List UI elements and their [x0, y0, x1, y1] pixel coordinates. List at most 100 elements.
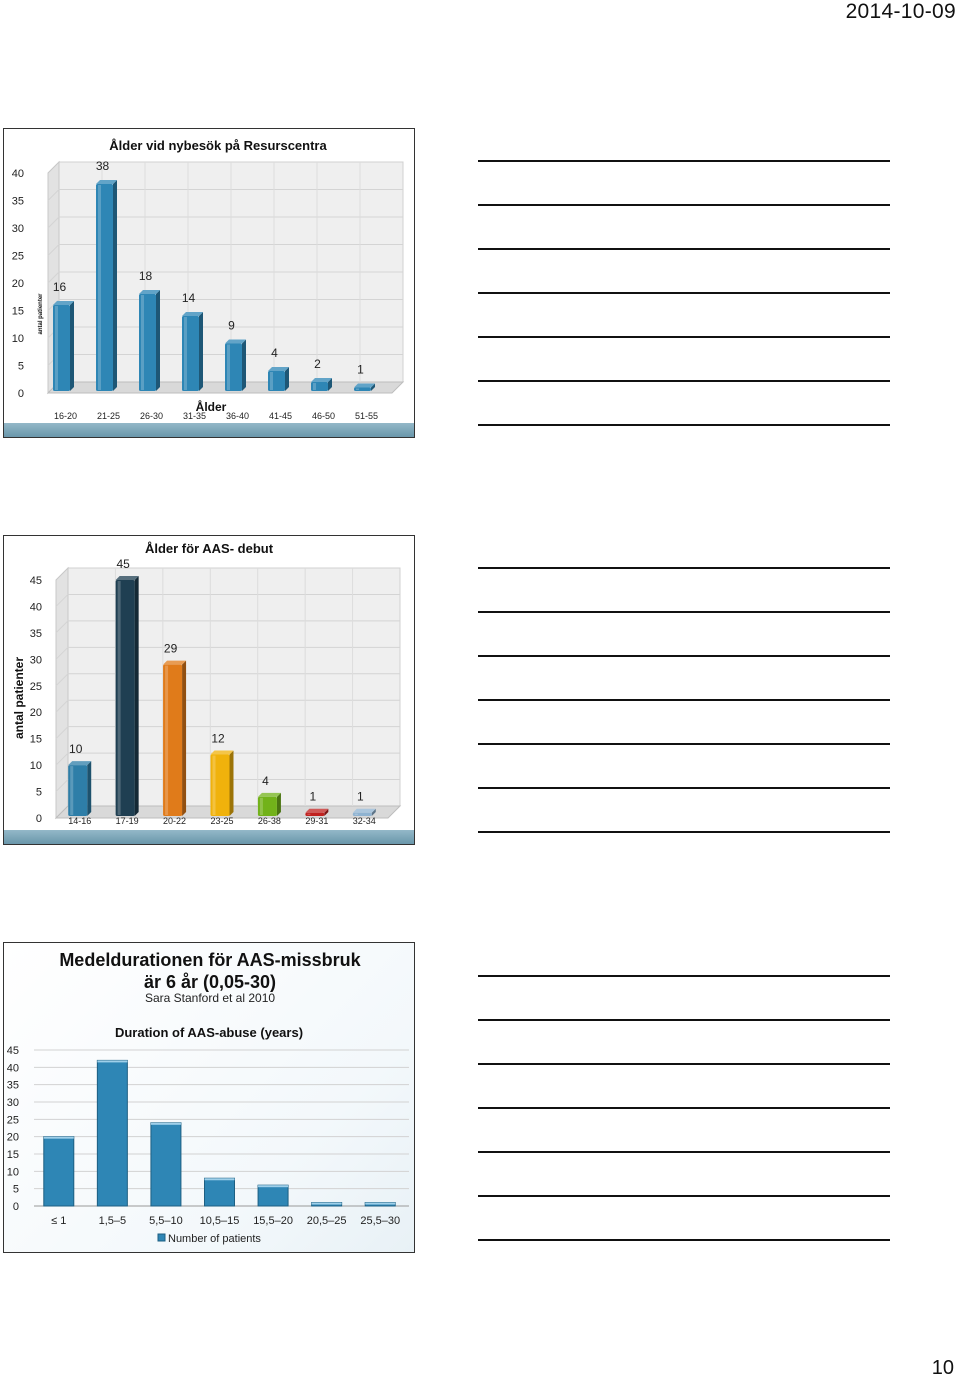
x-tick-label: 10,5–15: [200, 1215, 240, 1227]
bar-highlight: [227, 344, 230, 390]
note-line: [478, 424, 890, 426]
bar-top: [311, 378, 332, 382]
bar-side: [156, 290, 160, 391]
note-line: [478, 567, 890, 569]
bar: [115, 576, 139, 816]
note-line: [478, 831, 890, 833]
bar-top: [182, 312, 203, 316]
bar: [96, 1059, 128, 1207]
y-tick-label: 30: [12, 223, 24, 235]
bar-top: [352, 808, 376, 813]
bar-side: [229, 750, 234, 816]
x-tick-label: 36-40: [226, 411, 249, 421]
page-number: 10: [931, 1357, 954, 1379]
y-tick-label: 45: [30, 575, 42, 587]
note-line: [478, 699, 890, 701]
data-label: 1: [357, 790, 364, 804]
bar: [257, 1184, 289, 1207]
legend-label: Number of patients: [168, 1233, 261, 1245]
y-tick-label: 40: [7, 1062, 19, 1074]
x-tick-label: 1,5–5: [99, 1215, 127, 1227]
bar: [352, 808, 376, 816]
bar-highlight: [55, 306, 58, 390]
data-label: 18: [139, 269, 153, 283]
data-label: 16: [53, 280, 67, 294]
slide-age-first-visit: 0 5 10 15 20 25 30 35 40 16 38 18 14 9 4 2 1 16-20 21-25 26…: [3, 128, 415, 438]
y-tick-label: 40: [30, 601, 42, 613]
note-line: [478, 655, 890, 657]
note-line: [478, 975, 890, 977]
bar-top: [305, 808, 329, 813]
y-tick-label: 5: [36, 787, 42, 799]
x-tick-label: 20,5–25: [307, 1215, 347, 1227]
bar: [311, 1202, 343, 1207]
bar-side: [70, 301, 74, 391]
gridline: [55, 752, 400, 766]
note-line: [478, 1195, 890, 1197]
slide-age-aas-debut: 0 5 10 15 20 25 30 35 40 45 10 45 29 12 4 1 1 14-16 17-19 2…: [3, 535, 415, 845]
bar-top: [115, 576, 139, 580]
data-label: 45: [116, 557, 130, 571]
bar: [305, 808, 329, 816]
chart-title: Ålder för AAS- debut: [145, 541, 274, 556]
legend-swatch: [157, 1233, 166, 1242]
y-tick-label: 20: [12, 278, 24, 290]
bar-top: [96, 180, 117, 184]
bar: [68, 761, 92, 816]
bar-highlight: [307, 813, 311, 815]
gridline: [47, 299, 403, 311]
note-line: [478, 292, 890, 294]
note-line: [478, 1239, 890, 1241]
bar-side: [371, 383, 375, 391]
bar-top: [257, 792, 281, 797]
header-date: 2014-10-09: [845, 0, 956, 23]
data-label: 29: [164, 642, 178, 656]
x-axis-label: Ålder: [196, 399, 227, 414]
bar-side: [324, 808, 329, 816]
gridline: [47, 244, 403, 256]
bar: [182, 312, 203, 391]
data-label: 14: [182, 291, 196, 305]
y-axis-label: antal patienter: [12, 657, 26, 739]
gridline: [47, 271, 403, 284]
bar-top: [97, 1060, 128, 1063]
bar-highlight: [356, 388, 359, 390]
bar-top: [311, 1202, 342, 1205]
note-line: [478, 1063, 890, 1065]
chart-title: Duration of AAS-abuse (years): [115, 1025, 303, 1040]
bar-front: [204, 1177, 235, 1207]
y-tick-label: 35: [12, 196, 24, 208]
data-label: 1: [357, 363, 364, 377]
bar: [268, 367, 289, 391]
bar-top: [354, 383, 375, 388]
bar-top: [150, 1122, 181, 1125]
bar-side: [134, 576, 139, 816]
slide-footer-band: [4, 423, 414, 437]
y-tick-label: 5: [13, 1184, 19, 1196]
y-tick-label: 45: [7, 1045, 19, 1057]
bar-front: [352, 812, 372, 816]
bar-highlight: [270, 372, 273, 390]
x-tick-label: 14-16: [68, 816, 91, 826]
y-tick-label: 40: [12, 168, 24, 180]
bar-front: [257, 1184, 289, 1207]
x-tick-label: 32-34: [353, 816, 376, 826]
bar-top: [225, 339, 246, 344]
x-tick-label: 15,5–20: [253, 1215, 293, 1227]
y-tick-label: 15: [30, 734, 42, 746]
x-tick-label: ≤ 1: [51, 1215, 66, 1227]
bar-top: [210, 750, 234, 755]
bar-side: [182, 660, 187, 816]
bar: [204, 1177, 235, 1207]
bar-top: [258, 1185, 289, 1188]
data-label: 10: [69, 742, 83, 756]
x-tick-label: 46-50: [312, 411, 335, 421]
bar-highlight: [117, 581, 121, 815]
data-label: 4: [271, 346, 278, 360]
note-line: [478, 1019, 890, 1021]
y-tick-label: 30: [30, 654, 42, 666]
gridline: [47, 216, 403, 229]
bar-top: [68, 761, 92, 766]
x-tick-label: 25,5–30: [360, 1215, 400, 1227]
y-tick-label: 0: [13, 1201, 19, 1213]
